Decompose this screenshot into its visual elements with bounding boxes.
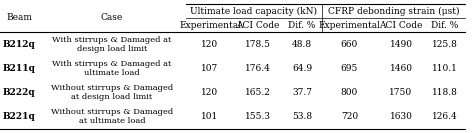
Text: 118.8: 118.8 [432,88,458,97]
Text: 1460: 1460 [390,64,412,73]
Text: Ultimate load capacity (kN): Ultimate load capacity (kN) [191,6,318,16]
Text: 64.9: 64.9 [292,64,312,73]
Text: 1750: 1750 [390,88,412,97]
Text: B221q: B221q [3,112,36,121]
Text: 660: 660 [341,40,358,49]
Text: 1630: 1630 [390,112,412,121]
Text: 107: 107 [201,64,219,73]
Text: 126.4: 126.4 [432,112,458,121]
Text: 53.8: 53.8 [292,112,312,121]
Text: Dif. %: Dif. % [431,20,459,30]
Text: 120: 120 [201,88,219,97]
Text: Case: Case [101,14,123,22]
Text: 176.4: 176.4 [245,64,271,73]
Text: 155.3: 155.3 [245,112,271,121]
Text: 37.7: 37.7 [292,88,312,97]
Text: 101: 101 [201,112,219,121]
Text: 165.2: 165.2 [245,88,271,97]
Text: Dif. %: Dif. % [288,20,316,30]
Text: With stirrups & Damaged at
ultimate load: With stirrups & Damaged at ultimate load [52,60,172,77]
Text: ACI Code: ACI Code [379,20,423,30]
Text: Without stirrups & Damaged
at ultimate load: Without stirrups & Damaged at ultimate l… [51,108,173,125]
Text: B222q: B222q [3,88,35,97]
Text: Experimental: Experimental [319,20,381,30]
Text: Without stirrups & Damaged
at design load limit: Without stirrups & Damaged at design loa… [51,84,173,101]
Text: 125.8: 125.8 [432,40,458,49]
Text: CFRP debonding strain (μst): CFRP debonding strain (μst) [328,6,459,16]
Text: Beam: Beam [6,14,32,22]
Text: 48.8: 48.8 [292,40,312,49]
Text: 720: 720 [341,112,358,121]
Text: 1490: 1490 [390,40,412,49]
Text: 120: 120 [201,40,219,49]
Text: ACI Code: ACI Code [237,20,280,30]
Text: With stirrups & Damaged at
design load limit: With stirrups & Damaged at design load l… [52,36,172,53]
Text: Experimental: Experimental [179,20,241,30]
Text: 695: 695 [341,64,358,73]
Text: 800: 800 [341,88,358,97]
Text: 110.1: 110.1 [432,64,458,73]
Text: B212q: B212q [3,40,36,49]
Text: B211q: B211q [2,64,36,73]
Text: 178.5: 178.5 [245,40,271,49]
